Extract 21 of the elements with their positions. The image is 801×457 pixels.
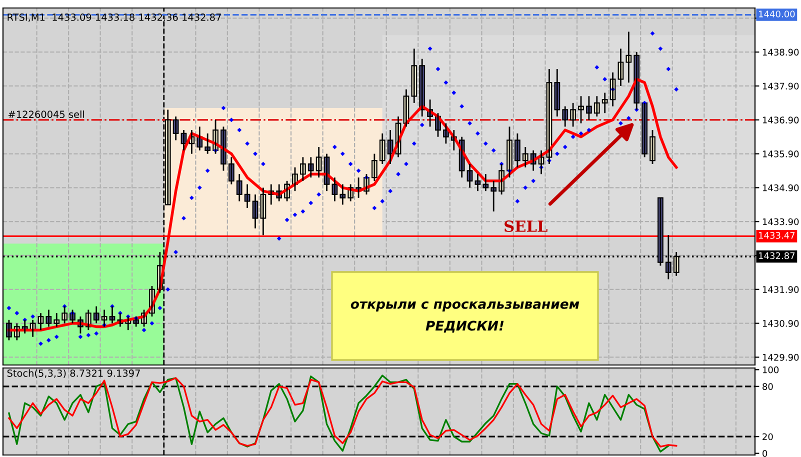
y-tick-label: 80 [762, 383, 773, 390]
annotation: SELL [504, 220, 548, 232]
y-tick-label: 1430.90 [762, 320, 799, 327]
chart-title: RTSI,M1 1433.09 1433.18 1432.36 1432.87 [8, 14, 221, 22]
y-tick-label: 1436.90 [762, 116, 799, 124]
ref-line-label: 1433.47 [759, 232, 795, 239]
y-tick-label: 1434.90 [762, 184, 799, 192]
y-tick-label: 1435.90 [762, 150, 799, 158]
ref-line-label: 1440.00 [759, 10, 795, 18]
annotation: #12260045 sell [8, 110, 84, 118]
y-tick-label: 100 [762, 366, 779, 374]
y-tick-label: 1437.90 [762, 82, 799, 90]
y-tick-label: 1438.90 [762, 48, 799, 56]
y-tick-label: 0 [762, 450, 768, 457]
y-tick-label: 20 [762, 433, 773, 440]
y-tick-label: 1431.90 [762, 286, 799, 293]
y-tick-label: 1429.90 [762, 354, 799, 361]
annotation: открыли с проскальзыванием РЕДИСКИ! [350, 301, 580, 333]
chart-title: Stoch(5,3,3) 8.7321 9.1397 [7, 369, 140, 378]
y-tick-label: 1433.90 [762, 218, 799, 226]
ref-line-label: 1432.87 [759, 252, 795, 260]
